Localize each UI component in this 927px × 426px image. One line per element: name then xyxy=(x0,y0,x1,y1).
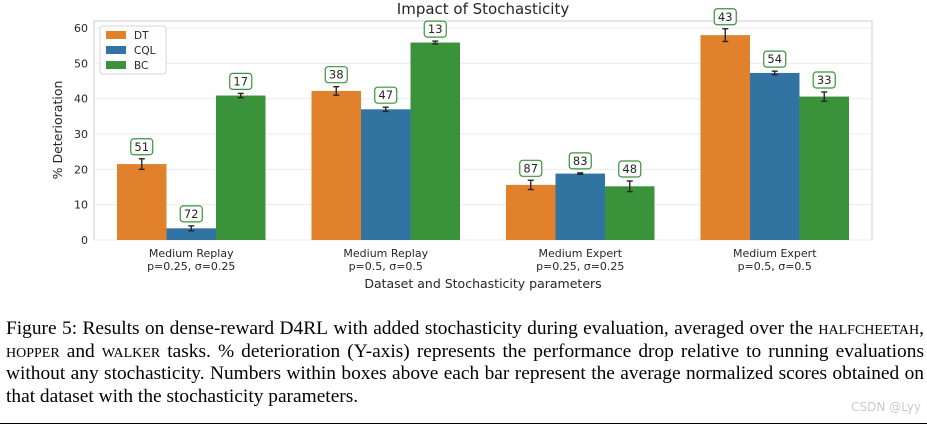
legend-swatch-dt xyxy=(106,31,126,39)
y-tick-label: 60 xyxy=(74,22,88,35)
score-box xyxy=(568,152,592,170)
x-tick-label: p=0.25, σ=0.25 xyxy=(536,260,624,273)
score-box xyxy=(423,20,447,38)
caption-part3: tasks. % deterioration (Y-axis) represen… xyxy=(6,340,924,407)
caption-hopper: hopper xyxy=(6,340,60,362)
y-tick-label: 50 xyxy=(74,57,88,70)
caption-sep1: , xyxy=(919,318,925,339)
bar-cql xyxy=(361,109,411,240)
caption-halfcheetah: halfcheetah xyxy=(818,318,920,339)
caption-part2: with added stochasticity during evaluati… xyxy=(327,318,819,339)
score-label: 38 xyxy=(329,68,344,82)
y-tick-label: 30 xyxy=(74,128,88,141)
score-box xyxy=(130,138,154,156)
legend-swatch-cql xyxy=(106,46,126,54)
bar-cql xyxy=(555,173,605,240)
score-box xyxy=(374,86,398,104)
caption-rl: RL xyxy=(303,318,328,339)
legend-swatch-bc xyxy=(106,61,126,69)
figure-caption: Figure 5: Results on dense-reward D4RL w… xyxy=(6,318,924,408)
bar-dt xyxy=(506,184,556,240)
score-label: 51 xyxy=(134,140,149,154)
bar-cql xyxy=(750,72,800,240)
legend-label-cql: CQL xyxy=(134,45,156,57)
x-tick-label: p=0.25, σ=0.25 xyxy=(147,260,235,273)
bar-dt xyxy=(117,164,167,240)
y-axis-label: % Deterioration xyxy=(50,81,65,180)
bottom-rule xyxy=(0,423,927,424)
x-tick-label: p=0.5, σ=0.5 xyxy=(349,260,423,273)
score-label: 17 xyxy=(233,74,248,88)
x-axis-label: Dataset and Stochasticity parameters xyxy=(364,276,601,291)
x-tick-label: Medium Expert xyxy=(538,247,622,260)
y-tick-labels: 0 10 20 30 40 50 60 xyxy=(74,22,88,247)
score-box xyxy=(519,159,543,177)
x-tick-label: p=0.5, σ=0.5 xyxy=(738,260,812,273)
score-label: 43 xyxy=(718,10,733,24)
score-label: 83 xyxy=(573,154,588,168)
score-box xyxy=(812,71,836,89)
bar-dt xyxy=(311,90,361,240)
score-box xyxy=(229,72,253,91)
score-label: 72 xyxy=(184,207,199,221)
legend: DT CQL BC xyxy=(99,25,167,75)
score-label: 48 xyxy=(622,162,637,176)
x-tick-label: Medium Expert xyxy=(733,247,817,260)
score-label: 13 xyxy=(428,22,443,36)
score-box xyxy=(618,160,642,178)
bar-dt xyxy=(700,35,750,241)
legend-label-dt: DT xyxy=(134,30,149,42)
caption-part1: Figure 5: Results on dense-reward D4 xyxy=(6,318,304,339)
bar-cql xyxy=(166,228,216,240)
x-tick-label: Medium Replay xyxy=(149,247,234,260)
score-box xyxy=(713,8,737,26)
y-tick-label: 20 xyxy=(74,163,88,176)
score-label: 33 xyxy=(817,73,832,87)
bar-chart: 51 38 87 43 72 47 83 54 17 13 48 33 0 10 20 30 40 50 60 M… xyxy=(50,0,873,291)
bar-bc xyxy=(410,42,460,240)
bar-bc xyxy=(216,95,266,241)
score-box xyxy=(324,66,348,84)
caption-sep2: and xyxy=(59,340,102,362)
score-box xyxy=(763,50,787,68)
chart-title: Impact of Stochasticity xyxy=(397,0,570,18)
score-label: 47 xyxy=(378,88,393,102)
score-label: 87 xyxy=(523,161,538,175)
y-tick-label: 10 xyxy=(74,199,88,212)
score-label: 54 xyxy=(767,52,782,66)
y-tick-label: 0 xyxy=(81,234,88,247)
x-tick-label: Medium Replay xyxy=(343,247,428,260)
bar-bc xyxy=(799,96,849,240)
bar-bc xyxy=(605,186,655,240)
bars-group: 51 38 87 43 72 47 83 54 17 13 48 33 xyxy=(117,8,849,241)
watermark: CSDN @Lyy xyxy=(851,400,921,414)
caption-walker: walker xyxy=(101,340,161,362)
legend-label-bc: BC xyxy=(134,60,148,72)
y-tick-label: 40 xyxy=(74,93,88,106)
score-box xyxy=(179,205,203,223)
